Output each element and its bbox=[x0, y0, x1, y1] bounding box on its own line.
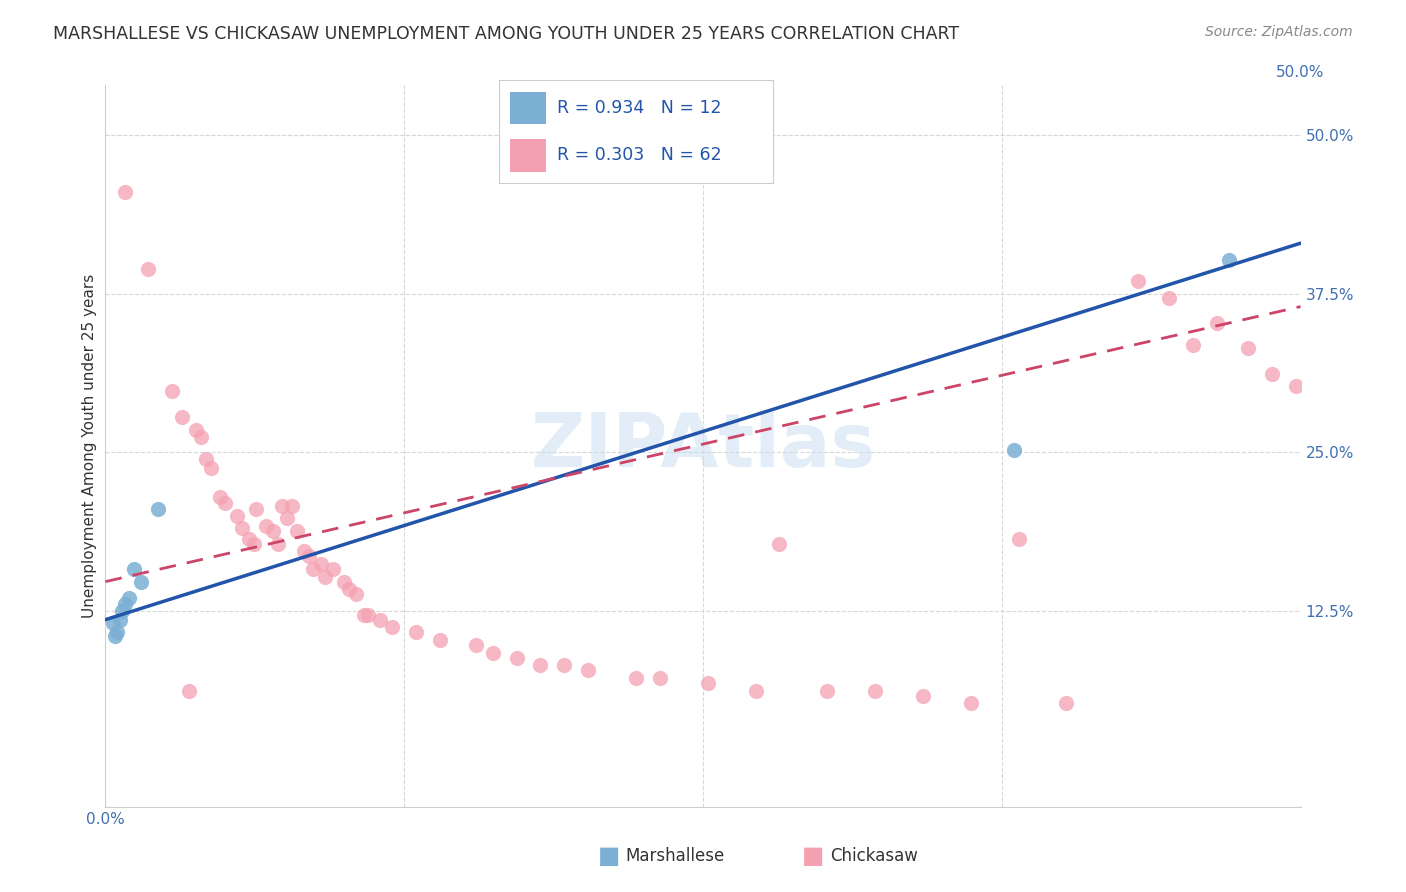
Point bbox=[245, 502, 267, 516]
FancyBboxPatch shape bbox=[510, 139, 546, 171]
Point bbox=[863, 683, 886, 698]
Point bbox=[302, 562, 325, 576]
Point bbox=[553, 658, 575, 673]
Point bbox=[285, 524, 308, 538]
Point bbox=[314, 569, 336, 583]
Text: Chickasaw: Chickasaw bbox=[831, 847, 918, 865]
Point bbox=[648, 671, 671, 685]
Point bbox=[481, 646, 503, 660]
Point bbox=[1237, 342, 1260, 356]
Point bbox=[186, 423, 208, 437]
Text: MARSHALLESE VS CHICKASAW UNEMPLOYMENT AMONG YOUTH UNDER 25 YEARS CORRELATION CHA: MARSHALLESE VS CHICKASAW UNEMPLOYMENT AM… bbox=[53, 25, 959, 43]
Point bbox=[346, 587, 368, 601]
Point bbox=[464, 638, 488, 652]
Point bbox=[381, 620, 404, 634]
Point bbox=[1261, 367, 1284, 381]
Text: Marshallese: Marshallese bbox=[626, 847, 724, 865]
Point bbox=[281, 499, 304, 513]
Point bbox=[209, 490, 232, 504]
Point bbox=[505, 650, 527, 665]
Point bbox=[114, 186, 136, 200]
Point bbox=[429, 632, 451, 647]
Point bbox=[162, 384, 184, 399]
Point bbox=[107, 625, 129, 640]
Point bbox=[321, 562, 344, 576]
Text: ■: ■ bbox=[801, 845, 824, 868]
Point bbox=[1054, 696, 1077, 710]
Point bbox=[114, 598, 136, 612]
Point bbox=[529, 658, 551, 673]
Point bbox=[118, 591, 141, 606]
Point bbox=[276, 511, 298, 525]
Point bbox=[1126, 274, 1149, 288]
Point bbox=[744, 683, 766, 698]
Point bbox=[271, 499, 294, 513]
FancyBboxPatch shape bbox=[510, 92, 546, 124]
Point bbox=[104, 629, 127, 643]
Point bbox=[138, 261, 160, 276]
Point bbox=[337, 582, 360, 597]
Point bbox=[696, 676, 718, 690]
Y-axis label: Unemployment Among Youth under 25 years: Unemployment Among Youth under 25 years bbox=[82, 274, 97, 618]
Point bbox=[225, 508, 249, 523]
Point bbox=[1206, 316, 1229, 330]
Point bbox=[357, 607, 380, 622]
Text: R = 0.303   N = 62: R = 0.303 N = 62 bbox=[557, 146, 721, 164]
Point bbox=[177, 683, 201, 698]
Point bbox=[129, 574, 153, 589]
Point bbox=[959, 696, 981, 710]
Point bbox=[576, 664, 599, 678]
Point bbox=[1159, 291, 1181, 305]
Point bbox=[242, 536, 264, 550]
Point bbox=[1218, 252, 1240, 267]
Point bbox=[108, 613, 131, 627]
Point bbox=[333, 574, 356, 589]
Point bbox=[101, 616, 124, 631]
Point bbox=[200, 460, 222, 475]
Point bbox=[1002, 442, 1025, 457]
Text: R = 0.934   N = 12: R = 0.934 N = 12 bbox=[557, 99, 721, 117]
Text: ZIPAtlas: ZIPAtlas bbox=[530, 409, 876, 483]
Text: Source: ZipAtlas.com: Source: ZipAtlas.com bbox=[1205, 25, 1353, 39]
Point bbox=[624, 671, 647, 685]
Point bbox=[194, 451, 217, 466]
Point bbox=[309, 557, 332, 571]
Point bbox=[214, 496, 236, 510]
Point bbox=[122, 562, 145, 576]
Point bbox=[815, 683, 838, 698]
Point bbox=[254, 519, 277, 533]
Point bbox=[170, 409, 193, 424]
Point bbox=[768, 536, 790, 550]
Point bbox=[1285, 379, 1308, 393]
Point bbox=[262, 524, 284, 538]
Point bbox=[146, 502, 169, 516]
Point bbox=[298, 549, 321, 564]
Point bbox=[238, 532, 260, 546]
Point bbox=[405, 625, 427, 640]
Text: ■: ■ bbox=[598, 845, 620, 868]
Point bbox=[1181, 337, 1204, 351]
Point bbox=[368, 613, 391, 627]
Point bbox=[353, 607, 375, 622]
Point bbox=[231, 521, 253, 535]
Point bbox=[190, 430, 212, 444]
Point bbox=[111, 604, 134, 618]
Point bbox=[292, 544, 315, 558]
Point bbox=[266, 536, 288, 550]
Point bbox=[911, 689, 934, 703]
Point bbox=[1007, 532, 1029, 546]
